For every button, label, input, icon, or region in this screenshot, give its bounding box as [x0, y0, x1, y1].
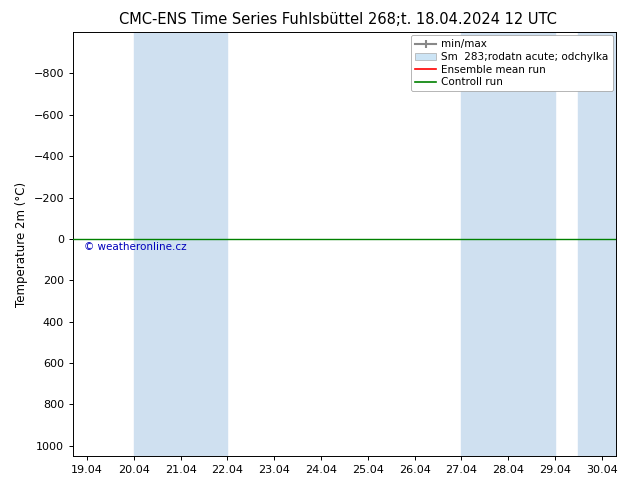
- Bar: [134, 32, 228, 456]
- Text: © weatheronline.cz: © weatheronline.cz: [84, 243, 186, 252]
- Text: 268;t. 18.04.2024 12 UTC: 268;t. 18.04.2024 12 UTC: [368, 12, 557, 27]
- Bar: [578, 32, 616, 456]
- Bar: [462, 32, 555, 456]
- Legend: min/max, Sm  283;rodatn acute; odchylka, Ensemble mean run, Controll run: min/max, Sm 283;rodatn acute; odchylka, …: [411, 35, 612, 92]
- Y-axis label: Temperature 2m (°C): Temperature 2m (°C): [15, 181, 28, 307]
- Text: CMC-ENS Time Series Fuhlsbüttel: CMC-ENS Time Series Fuhlsbüttel: [119, 12, 363, 27]
